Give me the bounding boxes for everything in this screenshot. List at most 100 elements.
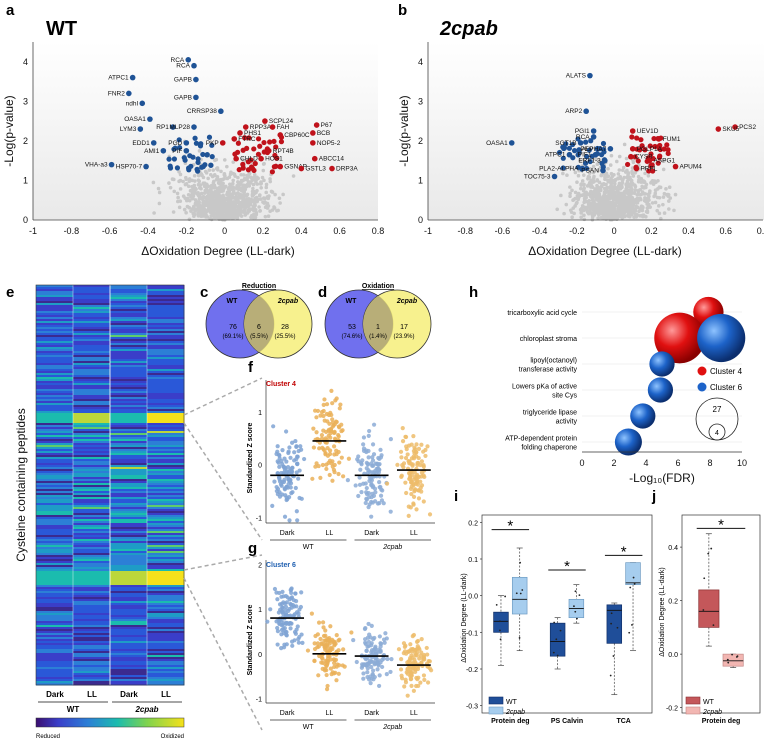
box-2cpab bbox=[722, 653, 744, 667]
point-label: RP1 bbox=[156, 124, 169, 131]
background-point bbox=[223, 174, 227, 178]
heatmap-cell bbox=[110, 511, 148, 514]
heatmap-cell bbox=[73, 383, 111, 386]
data-point bbox=[504, 595, 507, 598]
heatmap-cell bbox=[36, 419, 74, 422]
heatmap-col-2: LL bbox=[87, 690, 97, 699]
heatmap-cell bbox=[147, 291, 185, 294]
background-point bbox=[576, 173, 581, 178]
background-point bbox=[591, 176, 596, 181]
background-point bbox=[602, 208, 606, 212]
swarm-point bbox=[405, 452, 410, 457]
heatmap-cell bbox=[73, 633, 111, 636]
background-point bbox=[277, 196, 282, 201]
point-label: ndhI bbox=[126, 100, 139, 107]
swarm-point bbox=[399, 676, 405, 681]
background-point bbox=[209, 183, 214, 188]
heatmap-cell bbox=[73, 521, 111, 524]
term-label: triglyceride lipase bbox=[523, 410, 577, 417]
heatmap-cell bbox=[36, 293, 74, 296]
heatmap-cell bbox=[147, 459, 185, 462]
background-point bbox=[198, 195, 203, 200]
swarm-point bbox=[398, 667, 404, 672]
panel-g-ylabel: Standardized Z score bbox=[247, 604, 254, 675]
background-point bbox=[227, 205, 232, 210]
heatmap-cell bbox=[110, 327, 148, 330]
background-point bbox=[214, 202, 218, 207]
heatmap-cell bbox=[36, 385, 74, 388]
reduced-point bbox=[209, 154, 215, 160]
heatmap-cell bbox=[36, 655, 74, 658]
background-point bbox=[589, 190, 594, 195]
heatmap-cell bbox=[36, 667, 74, 670]
background-point bbox=[262, 161, 266, 166]
swarm-point bbox=[284, 632, 289, 638]
data-point bbox=[703, 577, 706, 580]
point-label: CYSB bbox=[635, 154, 653, 161]
background-point bbox=[196, 190, 200, 195]
heatmap-cell bbox=[73, 455, 111, 458]
data-point bbox=[521, 589, 524, 591]
heatmap-cell bbox=[147, 631, 185, 634]
heatmap-cell bbox=[73, 387, 111, 390]
background-point bbox=[659, 216, 663, 221]
heatmap-cell bbox=[147, 671, 185, 674]
background-point bbox=[258, 208, 263, 213]
heatmap-cell bbox=[147, 663, 185, 666]
heatmap-cell bbox=[110, 667, 148, 670]
swarm-point bbox=[419, 474, 424, 479]
background-point bbox=[232, 207, 236, 212]
heatmap-cell bbox=[36, 393, 74, 396]
heatmap-cell bbox=[36, 447, 74, 450]
swarm-point bbox=[346, 456, 351, 461]
swarm-point bbox=[368, 681, 373, 686]
heatmap-cell bbox=[36, 607, 74, 610]
background-point bbox=[618, 186, 623, 191]
heatmap-cell bbox=[147, 401, 185, 404]
swarm-point bbox=[326, 428, 331, 433]
swarm-point bbox=[359, 665, 364, 670]
swarm-point bbox=[332, 462, 337, 468]
background-point bbox=[640, 206, 645, 210]
heatmap-cell bbox=[36, 661, 74, 664]
point-label: CRRSP38 bbox=[187, 108, 217, 115]
swarm-point bbox=[379, 641, 384, 647]
background-point bbox=[664, 192, 669, 197]
panel-h-xlabel: -Log₁₀(FDR) bbox=[629, 471, 695, 485]
background-point bbox=[199, 172, 204, 176]
heatmap-cell bbox=[147, 385, 185, 388]
heatmap-cell bbox=[73, 679, 111, 682]
heatmap-cell bbox=[110, 305, 148, 308]
heatmap-cell bbox=[147, 559, 185, 562]
reduced-point bbox=[208, 162, 214, 168]
heatmap-cell bbox=[147, 493, 185, 496]
background-point bbox=[248, 180, 252, 185]
heatmap-cell bbox=[36, 543, 74, 546]
heatmap-cell bbox=[73, 651, 111, 654]
heatmap-cell bbox=[147, 517, 185, 520]
background-point bbox=[581, 173, 586, 177]
labeled-point bbox=[218, 108, 224, 115]
heatmap-cell bbox=[110, 547, 148, 550]
heatmap-cell bbox=[110, 535, 148, 538]
background-point bbox=[251, 206, 256, 211]
heatmap-cell bbox=[73, 417, 111, 420]
heatmap-cell bbox=[147, 457, 185, 460]
heatmap-cell bbox=[110, 291, 148, 294]
panel-b-ylabel: -Log(p-value) bbox=[397, 95, 411, 166]
heatmap-cell bbox=[73, 481, 111, 484]
swarm-point bbox=[313, 464, 318, 469]
background-point bbox=[580, 193, 584, 198]
heatmap-cell bbox=[110, 419, 148, 422]
background-point bbox=[662, 211, 667, 215]
labeled-point bbox=[310, 130, 316, 136]
reduced-point bbox=[584, 153, 590, 160]
oxidized-point bbox=[273, 144, 279, 150]
heatmap-cell bbox=[110, 393, 148, 396]
heatmap-cell bbox=[36, 373, 74, 376]
heatmap-cell bbox=[110, 603, 148, 606]
heatmap-cell bbox=[147, 417, 185, 420]
heatmap-cell bbox=[110, 293, 148, 296]
reduced-point bbox=[600, 146, 607, 153]
